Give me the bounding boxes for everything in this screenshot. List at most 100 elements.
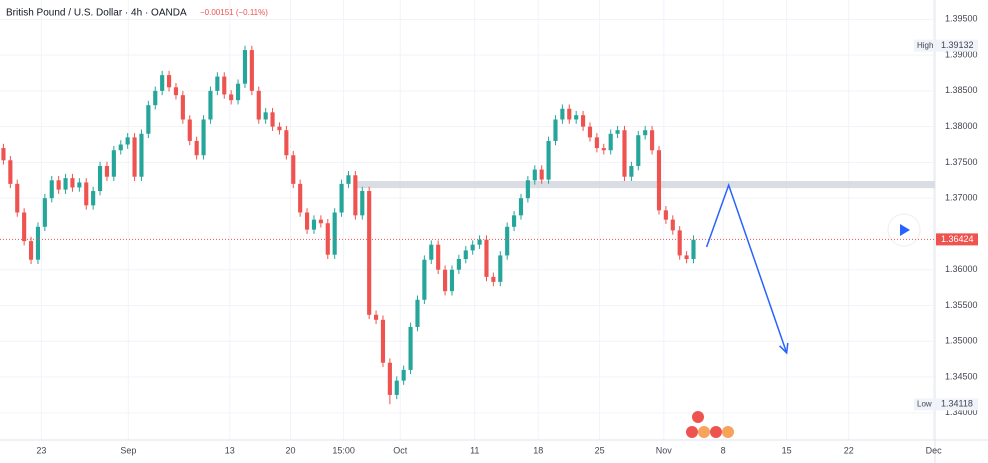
- candle-body: [546, 140, 551, 180]
- x-tick-label: 22: [844, 445, 854, 455]
- candle-body: [532, 169, 537, 181]
- projection-arrowhead: [779, 342, 789, 355]
- candle-body: [180, 95, 185, 120]
- candle-body: [125, 137, 130, 145]
- candle-body: [70, 178, 75, 188]
- candle-body: [415, 299, 420, 327]
- candle-body: [456, 258, 461, 270]
- chart-title: British Pound / U.S. Dollar · 4h · OANDA: [6, 8, 187, 19]
- candle-body: [594, 137, 599, 149]
- candle-body: [22, 212, 27, 242]
- candle-body: [311, 219, 317, 230]
- candle-body: [222, 76, 227, 95]
- candle-body: [491, 276, 496, 282]
- candle-body: [394, 380, 399, 395]
- candle-body: [8, 160, 13, 184]
- candle-body: [691, 239, 696, 259]
- low-marker-box: [914, 398, 935, 411]
- y-tick-label: 1.37500: [945, 157, 978, 167]
- candle-body: [63, 178, 68, 190]
- candle-body: [291, 155, 296, 184]
- candle-body: [629, 165, 634, 177]
- candle-body: [525, 180, 530, 199]
- candle-body: [601, 148, 606, 151]
- y-tick-label: 1.34000: [945, 407, 978, 417]
- candle-body: [677, 230, 682, 256]
- candle-body: [118, 144, 123, 151]
- candle-body: [35, 226, 41, 260]
- candle-body: [422, 259, 427, 300]
- candle-body: [622, 130, 627, 177]
- candle-body: [498, 255, 503, 282]
- candle-body: [615, 130, 620, 134]
- x-tick-label: Nov: [656, 445, 673, 455]
- high-value-box: [936, 39, 978, 52]
- low-value-box: [936, 398, 978, 411]
- candle-body: [401, 369, 406, 381]
- y-tick-label: 1.39500: [945, 14, 978, 24]
- x-tick-label: 11: [470, 445, 479, 455]
- candle-body: [477, 239, 482, 245]
- y-tick-label: 1.38000: [945, 121, 978, 131]
- candle-body: [553, 119, 558, 141]
- candle-body: [56, 180, 61, 190]
- x-tick-label: 20: [285, 445, 295, 455]
- candle-body: [512, 215, 517, 227]
- candle-body: [208, 90, 213, 120]
- candle-body: [1, 148, 6, 161]
- candle-body: [49, 180, 54, 199]
- candle-body: [353, 175, 358, 216]
- candle-body: [429, 244, 434, 260]
- last-price-box: [936, 233, 978, 246]
- high-marker-box: [914, 39, 935, 52]
- candle-body: [298, 183, 303, 213]
- low-value-label: 1.34118: [941, 399, 973, 409]
- candle-body: [242, 50, 248, 84]
- y-tick-label: 1.37000: [945, 193, 978, 203]
- candle-body: [304, 212, 310, 230]
- x-tick-label: 15:00: [332, 445, 355, 455]
- candle-body: [408, 326, 413, 370]
- candle-body: [470, 244, 475, 251]
- high-value-label: 1.39132: [941, 40, 974, 50]
- last-price-label: 1.36424: [941, 234, 974, 244]
- candle-body: [443, 269, 448, 292]
- candle-body: [277, 126, 282, 131]
- candle-body: [539, 169, 544, 180]
- candle-body: [284, 130, 289, 156]
- candle-body: [28, 241, 34, 260]
- candle-body: [608, 133, 613, 151]
- candle-body: [581, 115, 586, 127]
- candle-body: [235, 83, 241, 101]
- candle-body: [91, 191, 96, 206]
- candle-body: [166, 75, 172, 88]
- candle-body: [574, 115, 579, 120]
- candle-body: [656, 150, 662, 211]
- candle-body: [249, 50, 254, 91]
- candle-body: [670, 219, 675, 231]
- candle-body: [587, 126, 593, 138]
- x-tick-label: 18: [533, 445, 543, 455]
- resistance-zone: [353, 181, 935, 189]
- candle-body: [42, 198, 47, 227]
- play-icon: [900, 224, 910, 236]
- candle-body: [346, 175, 351, 184]
- candle-body: [484, 239, 489, 277]
- candle-body: [160, 75, 165, 91]
- candle-body: [650, 130, 655, 151]
- y-tick-label: 1.39000: [945, 49, 978, 59]
- candle-body: [194, 140, 199, 156]
- candle-body: [201, 119, 206, 156]
- x-tick-label: Sep: [120, 445, 136, 455]
- candle-body: [380, 319, 386, 363]
- x-tick-label: 13: [225, 445, 235, 455]
- projection-line: [705, 182, 788, 354]
- event-icons: [686, 411, 734, 438]
- y-tick-label: 1.35500: [945, 300, 978, 310]
- candle-body: [229, 94, 234, 101]
- candle-body: [567, 108, 572, 120]
- candle-body: [84, 182, 89, 206]
- candle-body: [263, 112, 268, 120]
